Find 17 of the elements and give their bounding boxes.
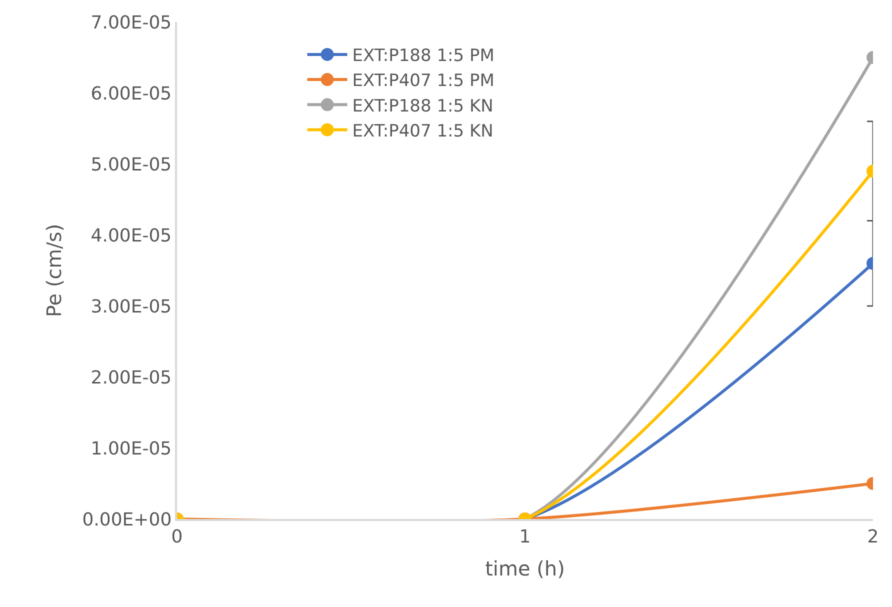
y-tick-label: 2.00E-05: [90, 367, 172, 388]
x-tick-label: 1: [519, 526, 531, 548]
legend-label: EXT:P188 1:5 KN: [352, 96, 494, 116]
x-tick-label: 2: [867, 526, 879, 548]
legend-label: EXT:P407 1:5 KN: [352, 121, 494, 142]
y-axis-title: Pe (cm/s): [42, 224, 66, 318]
legend-label: EXT:P188 1:5 PM: [352, 46, 494, 66]
x-tick-label: 0: [171, 526, 183, 548]
legend-label: EXT:P407 1:5 PM: [352, 71, 494, 92]
y-tick-label: 6.00E-05: [90, 83, 172, 104]
y-tick-label: 1.00E-05: [90, 438, 172, 460]
y-tick-label: 3.00E-05: [90, 296, 172, 318]
y-tick-label: 5.00E-05: [90, 154, 172, 176]
y-tick-label: 0.00E+00: [82, 509, 172, 530]
y-tick-label: 4.00E-05: [90, 225, 172, 246]
x-axis-title: time (h): [485, 556, 565, 580]
y-tick-label: 7.00E-05: [90, 12, 172, 34]
